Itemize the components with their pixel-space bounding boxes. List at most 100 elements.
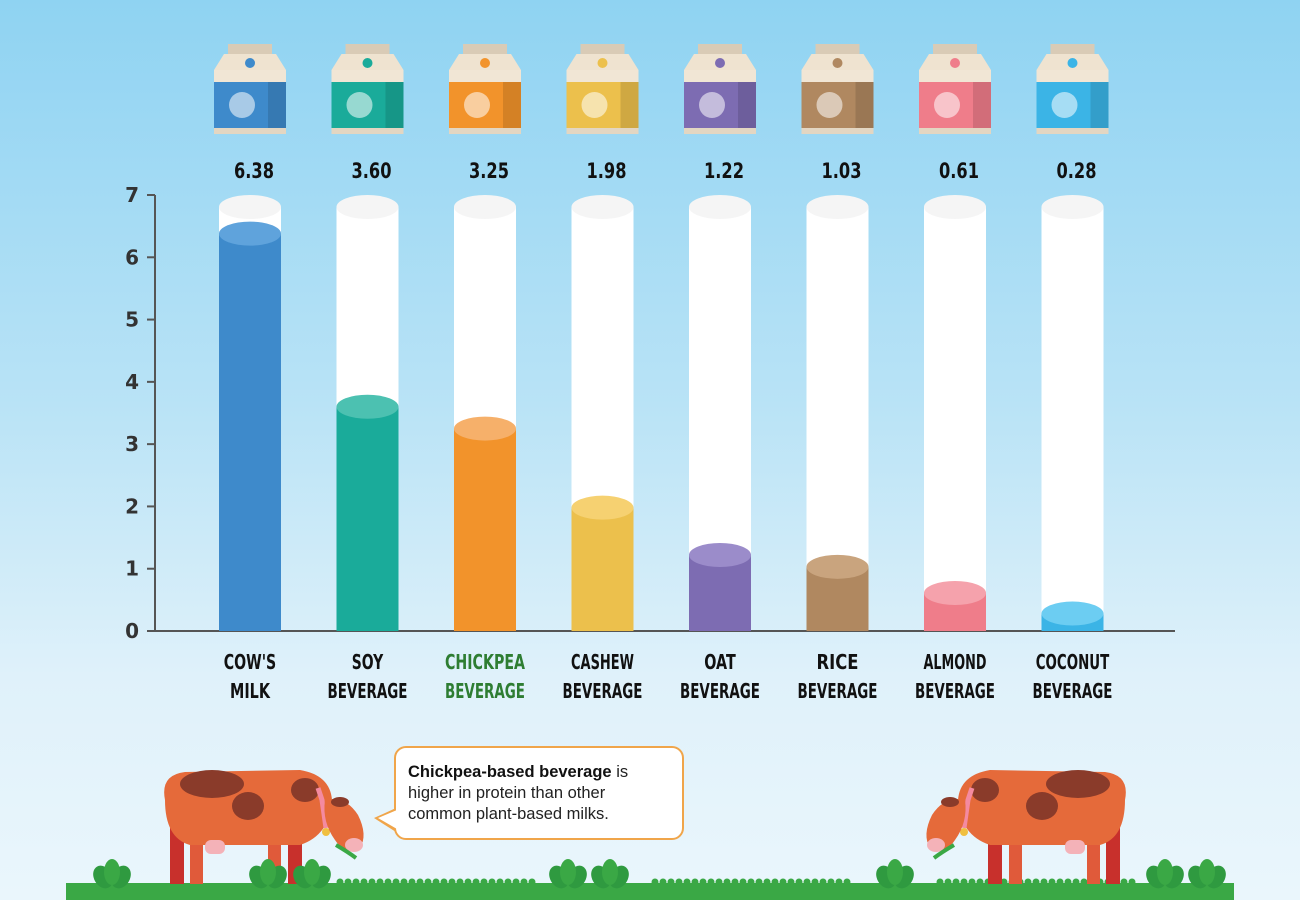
grass-tuft	[1064, 878, 1072, 886]
grass-tuft	[352, 878, 360, 886]
grass-tuft	[392, 878, 400, 886]
cow-left-illustration	[164, 770, 364, 884]
y-tick-label: 0	[125, 619, 139, 643]
grass-tuft	[960, 878, 968, 886]
grass-tuft	[683, 878, 691, 886]
carton-side	[268, 82, 286, 128]
grass-tuft	[787, 878, 795, 886]
carton-bottom	[566, 128, 639, 134]
grass-tuft	[715, 878, 723, 886]
grass-tuft	[376, 878, 384, 886]
grass-tuft	[819, 878, 827, 886]
carton-side	[855, 82, 874, 128]
almond-icon	[919, 44, 991, 134]
carton-cap	[1067, 58, 1078, 68]
value-label: 3.25	[469, 159, 509, 183]
category-label-line1: RICE	[817, 650, 859, 674]
grass-tuft	[952, 878, 960, 886]
grass-tuft	[747, 878, 755, 886]
value-label: 3.60	[352, 159, 392, 183]
bar-cap	[571, 495, 634, 520]
carton-bottom	[684, 128, 756, 134]
carton-top-seal	[580, 44, 625, 54]
category-label-line2: BEVERAGE	[328, 679, 408, 703]
grass-tuft	[1048, 878, 1056, 886]
category-label-line1: SOY	[352, 650, 384, 674]
grass-tuft	[344, 878, 352, 886]
grass-tuft	[699, 878, 707, 886]
bar-cap	[806, 554, 869, 579]
grass-tuft	[424, 878, 432, 886]
value-labels: 6.38 3.60 3.25 1.98 1.22 1.03 0.61 0.28	[234, 159, 1097, 183]
grass-tuft	[755, 878, 763, 886]
y-tick-label: 2	[125, 494, 139, 518]
category-label-line1: OAT	[704, 650, 736, 674]
carton-side	[503, 82, 521, 128]
carton-neck	[919, 70, 991, 82]
carton-top-seal	[345, 44, 390, 54]
grass-tuft	[739, 878, 747, 886]
carton-top-seal	[228, 44, 272, 54]
carton-motif	[1051, 92, 1078, 118]
carton-neck	[801, 70, 874, 82]
carton-cap	[245, 58, 255, 68]
grass-tuft	[1032, 878, 1040, 886]
bar-cap	[689, 543, 751, 568]
grass-tuft	[456, 878, 464, 886]
y-tick-label: 3	[125, 432, 139, 456]
y-tick-label: 4	[125, 370, 139, 394]
y-tick-label: 7	[125, 183, 139, 207]
grass-tuft	[1072, 878, 1080, 886]
wheat-icon	[801, 44, 874, 134]
bar	[219, 233, 281, 632]
carton-bottom	[449, 128, 521, 134]
grass-tuft	[368, 878, 376, 886]
grass-tuft	[675, 878, 683, 886]
grass-tuft	[731, 878, 739, 886]
category-label-line2: BEVERAGE	[680, 679, 760, 703]
oat-icon	[684, 44, 756, 134]
grass-tuft	[504, 878, 512, 886]
y-tick-label: 5	[125, 308, 139, 332]
carton-cap	[480, 58, 490, 68]
bar-background-cap	[571, 195, 634, 219]
grass-tuft	[440, 878, 448, 886]
carton-side	[738, 82, 756, 128]
carton-neck	[331, 70, 404, 82]
bar-cap	[454, 416, 516, 441]
bar-background-cap	[219, 195, 281, 219]
value-label: 0.28	[1057, 159, 1097, 183]
carton-neck	[566, 70, 639, 82]
y-tick-label: 1	[125, 557, 139, 581]
value-label: 0.61	[939, 159, 979, 183]
bush-leaf	[1199, 859, 1215, 885]
category-label-line2: BEVERAGE	[445, 679, 525, 703]
cashew-icon	[566, 44, 639, 134]
bar-background	[1041, 207, 1104, 631]
grass-tuft	[976, 878, 984, 886]
grass-tuft	[827, 878, 835, 886]
grass-tuft	[944, 878, 952, 886]
category-label-line2: BEVERAGE	[798, 679, 878, 703]
y-tick-label: 6	[125, 245, 139, 269]
value-label: 1.03	[822, 159, 862, 183]
ground	[66, 878, 1234, 900]
grass-tuft	[936, 878, 944, 886]
carton-motif	[934, 92, 960, 118]
bar-cap	[219, 221, 281, 246]
bar	[336, 406, 399, 631]
category-label-line2: BEVERAGE	[563, 679, 643, 703]
y-axis: 0 1 2 3 4 5 6 7	[125, 183, 1175, 643]
bush-leaf	[104, 859, 120, 885]
carton-top-seal	[1050, 44, 1095, 54]
carton-motif	[699, 92, 725, 118]
category-label-line2: BEVERAGE	[1033, 679, 1113, 703]
carton-side	[1090, 82, 1109, 128]
carton-bottom	[331, 128, 404, 134]
bar-background-cap	[1041, 195, 1104, 219]
grass-tuft	[795, 878, 803, 886]
grass-tuft	[416, 878, 424, 886]
carton-cap	[715, 58, 725, 68]
carton-top-seal	[933, 44, 977, 54]
carton-motif	[581, 92, 608, 118]
